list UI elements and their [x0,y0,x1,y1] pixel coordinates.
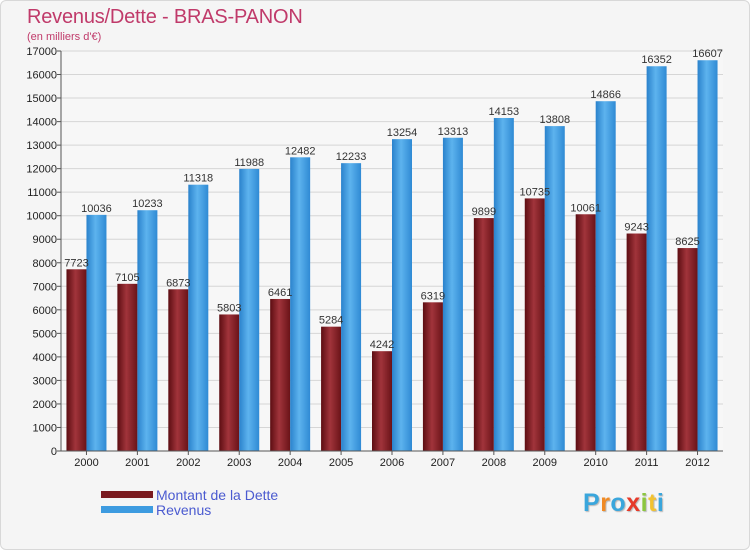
bar-debt [422,302,443,451]
y-tick-label: 1000 [33,422,57,434]
y-tick-label: 10000 [26,211,57,223]
x-tick-label: 2006 [380,457,404,469]
logo-letter: t [648,489,657,517]
bar-debt [372,351,392,451]
data-label-debt: 4242 [370,339,394,351]
x-tick-label: 2001 [125,457,149,469]
data-label-debt: 10735 [519,186,550,198]
data-label-revenue: 11318 [183,173,213,185]
data-label-revenue: 13254 [387,127,418,139]
bar-revenue [646,66,667,451]
bar-revenue [697,60,718,451]
data-label-revenue: 10233 [132,198,163,210]
bar-debt [66,269,87,451]
bar-revenue [595,101,616,451]
logo-letter: i [640,489,649,517]
data-label-revenue: 13313 [438,126,469,138]
bar-revenue [493,117,514,452]
x-tick-label: 2011 [635,457,659,469]
x-tick-label: 2004 [278,457,302,469]
bar-debt [117,283,138,451]
data-label-revenue: 16607 [692,48,723,60]
bar-debt [270,298,291,451]
x-tick-label: 2002 [176,457,200,469]
x-tick-label: 2008 [482,457,506,469]
bar-debt [677,248,698,451]
bar-revenue [239,168,260,451]
data-label-debt: 9243 [624,222,648,234]
y-tick-label: 16000 [26,70,57,82]
y-tick-label: 5000 [33,328,57,340]
data-label-debt: 9899 [472,206,496,218]
data-label-revenue: 16352 [641,54,672,66]
y-tick-label: 6000 [33,305,57,317]
y-tick-label: 9000 [33,234,57,246]
bar-revenue [290,157,311,451]
logo-letter: r [600,489,611,517]
legend-swatch-debt [101,491,153,498]
data-label-revenue: 11988 [234,157,264,169]
y-tick-label: 0 [51,446,57,458]
x-tick-label: 2009 [533,457,557,469]
x-tick-label: 2005 [329,457,353,469]
proxiti-logo: Proxiti [583,489,664,518]
bar-debt [168,289,189,451]
y-tick-label: 11000 [27,187,57,199]
y-tick-label: 3000 [33,375,57,387]
y-tick-label: 17000 [26,46,57,58]
x-tick-label: 2003 [227,457,251,469]
bar-debt [219,314,240,451]
x-tick-label: 2007 [431,457,455,469]
y-tick-label: 2000 [33,399,57,411]
legend-label-revenue: Revenus [156,502,212,518]
data-label-debt: 5803 [217,302,241,314]
data-label-debt: 7723 [64,257,88,269]
logo-letter: x [626,489,641,517]
chart-title: Revenus/Dette - BRAS-PANON [27,6,303,28]
data-label-revenue: 10036 [81,203,112,215]
data-label-debt: 5284 [319,315,343,327]
data-label-debt: 6319 [421,290,445,302]
data-label-revenue: 14866 [590,89,621,101]
x-tick-label: 2012 [685,457,709,469]
legend-swatch-revenue [101,506,153,513]
bar-revenue [544,126,565,451]
data-label-debt: 6873 [166,277,190,289]
data-label-revenue: 14153 [489,106,520,118]
y-tick-label: 14000 [26,117,57,129]
data-label-revenue: 13808 [539,114,570,126]
bar-revenue [188,184,209,451]
logo-letter: o [610,489,627,517]
x-tick-label: 2000 [74,457,98,469]
bar-debt [473,218,494,451]
bar-debt [626,233,647,451]
bar-revenue [392,139,412,451]
bar-revenue [442,137,463,452]
bar-revenue [86,214,107,451]
data-label-debt: 6461 [268,287,292,299]
data-label-debt: 8625 [675,236,699,248]
bar-revenue [341,163,362,451]
data-label-debt: 7105 [115,272,139,284]
bar-revenue [137,210,158,451]
logo-letter: i [656,489,665,517]
chart-subtitle: (en milliers d'€) [27,31,102,43]
y-tick-label: 15000 [26,93,57,105]
data-label-revenue: 12233 [336,151,367,163]
y-tick-label: 8000 [33,258,57,270]
y-tick-label: 7000 [33,281,57,293]
y-tick-label: 13000 [26,140,57,152]
legend-label-debt: Montant de la Dette [156,487,279,503]
logo-letter: P [583,489,601,517]
data-label-revenue: 12482 [285,145,316,157]
bar-debt [321,326,342,451]
y-tick-label: 12000 [26,164,57,176]
bar-debt [575,214,596,451]
y-tick-label: 4000 [33,352,57,364]
bar-debt [524,198,545,451]
data-label-debt: 10061 [570,202,601,214]
x-tick-label: 2010 [583,457,607,469]
